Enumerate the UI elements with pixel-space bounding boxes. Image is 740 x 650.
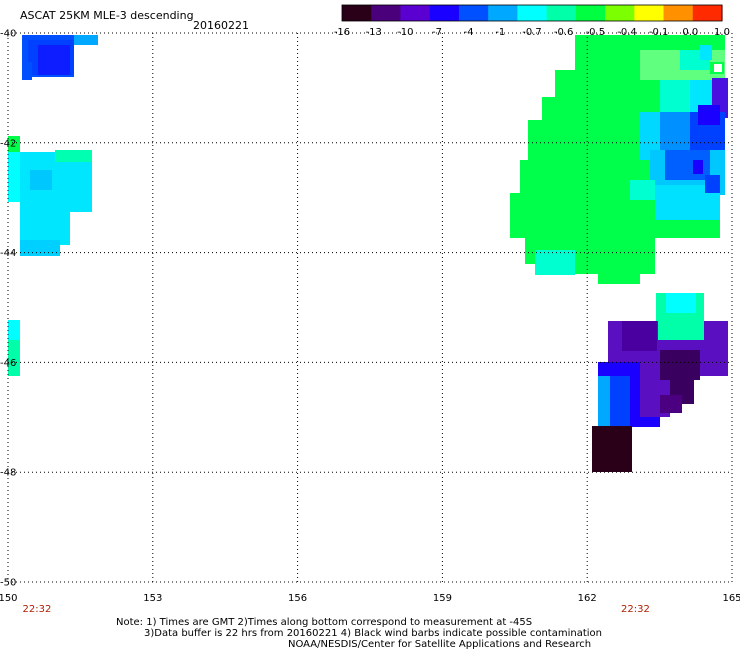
swath-right-main xyxy=(510,35,728,284)
map-title: ASCAT 25KM MLE-3 descending xyxy=(20,9,194,22)
colorbar-tick-label: -0.5 xyxy=(586,27,606,38)
footer-note-line3: NOAA/NESDIS/Center for Satellite Applica… xyxy=(288,639,591,650)
longitude-tick-label: 153 xyxy=(143,593,162,604)
latitude-tick-label: -50 xyxy=(0,578,16,589)
latitude-tick-label: -44 xyxy=(0,248,16,259)
footer-note-line2: 3)Data buffer is 22 hrs from 20160221 4)… xyxy=(144,628,602,639)
colorbar-segment xyxy=(400,5,431,21)
colorbar-tick-label: -0.6 xyxy=(554,27,574,38)
colorbar-segment xyxy=(692,5,723,21)
colorbar-tick-label: -13 xyxy=(365,27,381,38)
time-label: 22:32 xyxy=(23,604,52,615)
colorbar-segment xyxy=(429,5,460,21)
colorbar-segment xyxy=(342,5,372,21)
colorbar-segment xyxy=(546,5,577,21)
latitude-tick-label: -42 xyxy=(0,138,16,149)
map-date: 20160221 xyxy=(193,19,249,32)
swath-top-left xyxy=(22,35,98,80)
colorbar-tick-label: -0.1 xyxy=(649,27,669,38)
latitude-tick-label: -48 xyxy=(0,468,16,479)
time-label: 22:32 xyxy=(621,604,650,615)
longitude-tick-label: 165 xyxy=(722,593,740,604)
latitude-tick-label: -46 xyxy=(0,358,16,369)
colorbar-segment xyxy=(488,5,518,21)
colorbar-tick-label: -10 xyxy=(397,27,413,38)
colorbar-segment xyxy=(371,5,402,21)
longitude-tick-label: 159 xyxy=(433,593,452,604)
colorbar-segment xyxy=(605,5,635,21)
time-labels: 22:32 22:32 xyxy=(23,604,650,615)
wind-swaths xyxy=(8,35,728,472)
colorbar: -16 -13 -10 -7 -4 -1 -0.7 -0.6 -0.5 -0.4 -0.1 0.0 1.… xyxy=(334,4,730,38)
longitude-tick-label: 162 xyxy=(578,593,597,604)
longitude-tick-label: 156 xyxy=(288,593,307,604)
colorbar-segment xyxy=(575,5,606,21)
footer-note-line1: Note: 1) Times are GMT 2)Times along bot… xyxy=(116,617,532,628)
swath-left-middle xyxy=(8,136,92,256)
map-grid: 150 153 156 159 162 165-40-42-44-46-48-50 xyxy=(0,29,740,605)
colorbar-segment xyxy=(634,5,665,21)
colorbar-segment xyxy=(517,5,548,21)
swath-right-lower xyxy=(592,293,728,472)
colorbar-segment xyxy=(458,5,489,21)
colorbar-tick-label: -0.4 xyxy=(617,27,637,38)
longitude-tick-label: 150 xyxy=(0,593,18,604)
swath-left-strip xyxy=(8,320,20,376)
colorbar-tick-label: -16 xyxy=(334,27,350,38)
colorbar-segment xyxy=(663,5,694,21)
colorbar-tick-label: 0.0 xyxy=(682,27,698,38)
colorbar-tick-label: 1.0 xyxy=(714,27,730,38)
